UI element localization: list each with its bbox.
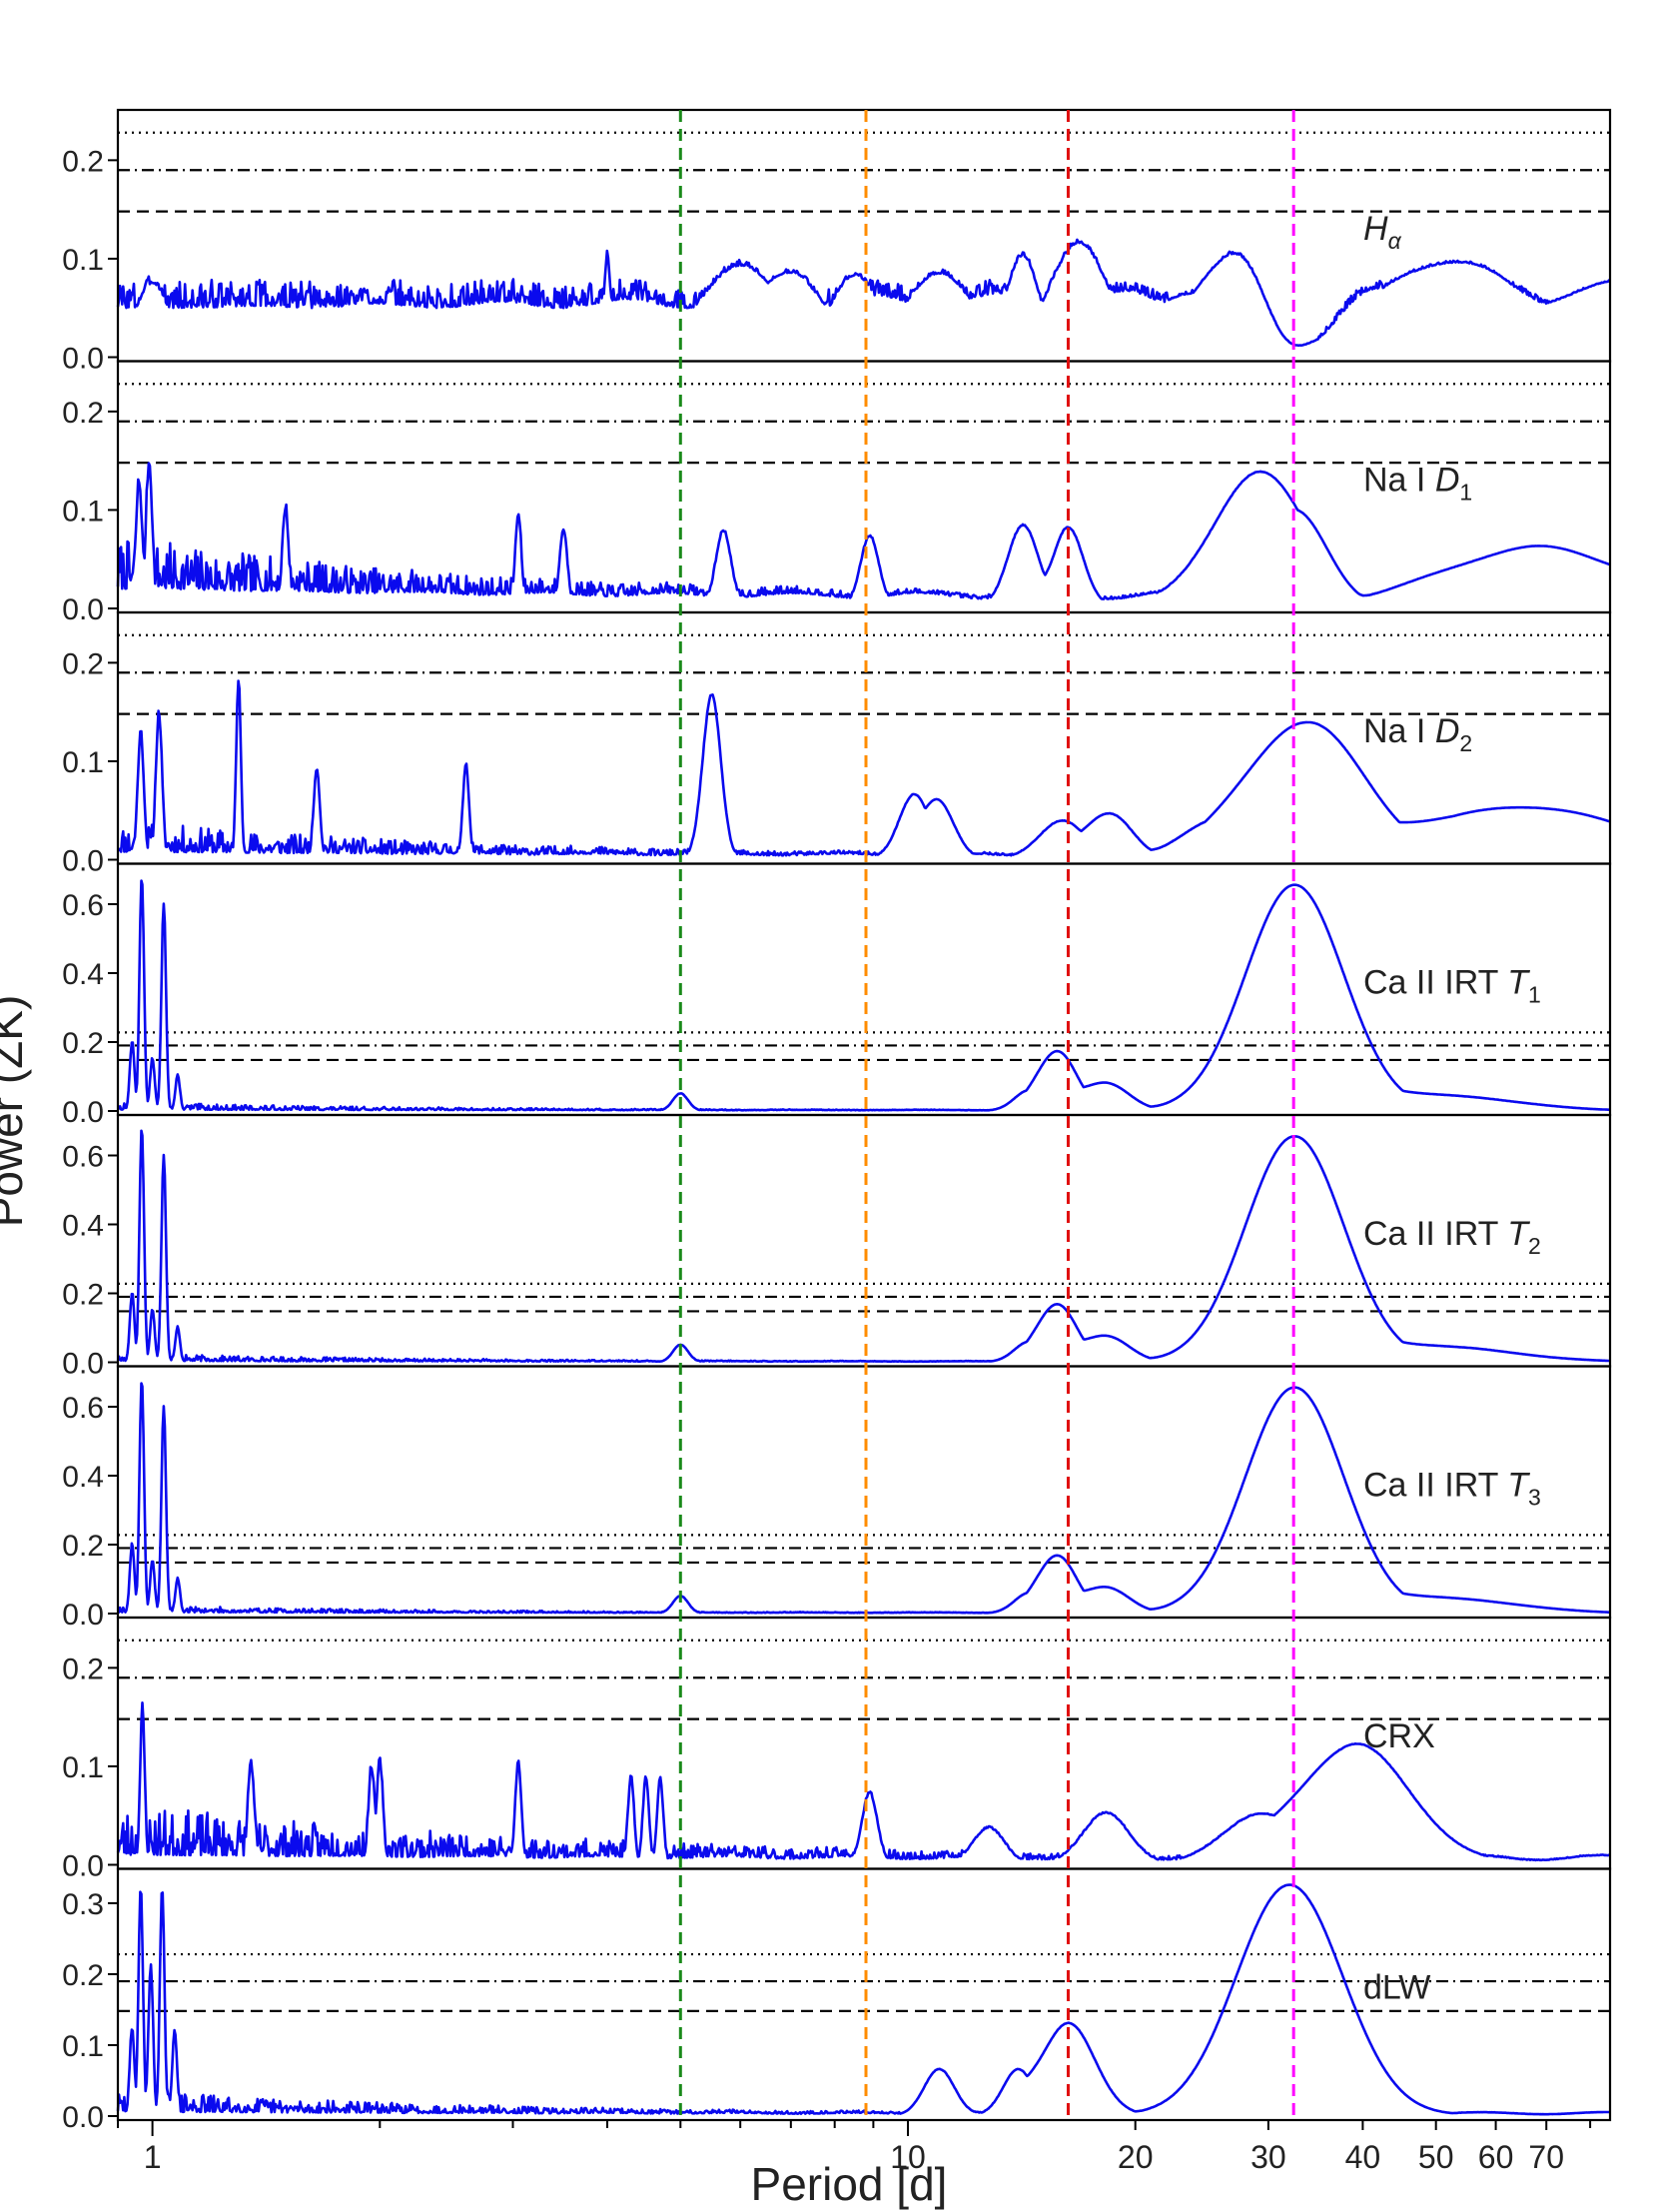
- panel-6: 0.0 0.2 0.4 0.6 Ca II IRT T3: [62, 1365, 1612, 1632]
- y-tick-label: 0.1: [62, 495, 104, 528]
- y-tick-label: 0.0: [62, 343, 104, 376]
- power-series-line: [116, 1883, 1611, 2116]
- y-tick-label: 0.2: [62, 1653, 104, 1685]
- x-axis-label: Period [d]: [751, 2158, 948, 2210]
- x-tick-label: 40: [1345, 2139, 1381, 2175]
- panel-label-text: Na I: [1363, 712, 1435, 750]
- panel-2: 0.0 0.1 0.2 Na I D1: [62, 360, 1612, 626]
- panel-label-text: Ca II IRT: [1363, 964, 1507, 1002]
- y-tick-label: 0.1: [62, 746, 104, 779]
- panel-3: 0.0 0.1 0.2 Na I D2: [62, 610, 1612, 878]
- x-tick-label: 50: [1418, 2139, 1454, 2175]
- power-series-line: [117, 1382, 1611, 1615]
- x-tick-label: 60: [1478, 2139, 1514, 2175]
- x-tick-label: 10: [890, 2139, 926, 2175]
- y-tick-label: 0.2: [62, 1530, 104, 1563]
- power-series-line: [116, 1701, 1611, 1862]
- panel-label-subscript: 2: [1528, 1233, 1541, 1259]
- panel-7: 0.0 0.1 0.2 CRX: [62, 1616, 1612, 1883]
- panel-1: 0.0 0.1 0.2 Hα: [62, 108, 1612, 376]
- power-series-line: [117, 879, 1611, 1112]
- y-tick-label: 0.0: [62, 593, 104, 626]
- x-tick-label: 20: [1118, 2139, 1154, 2175]
- panel-label-subscript: 1: [1459, 480, 1472, 506]
- power-series-line: [116, 238, 1611, 348]
- y-tick-label: 0.0: [62, 845, 104, 878]
- y-tick-label: 0.2: [62, 1959, 104, 1992]
- y-tick-label: 0.2: [62, 1027, 104, 1060]
- y-tick-label: 0.0: [62, 2101, 104, 2134]
- power-series-line: [116, 1129, 1611, 1364]
- panel-label: Ca II IRT T1: [1363, 964, 1541, 1008]
- panel-label-symbol: T: [1507, 964, 1530, 1002]
- panel-5: 0.0 0.2 0.4 0.6 Ca II IRT T2: [62, 1113, 1612, 1381]
- y-tick-label: 0.4: [62, 1210, 104, 1243]
- panel-label-subscript: 1: [1528, 982, 1541, 1008]
- panel-label-subscript: 2: [1459, 730, 1472, 756]
- panel-frame: [116, 1867, 1612, 2122]
- x-tick-label: 70: [1528, 2139, 1564, 2175]
- panel-4: 0.0 0.2 0.4 0.6 Ca II IRT T1: [62, 862, 1612, 1129]
- y-tick-label: 0.1: [62, 2030, 104, 2063]
- panel-label: Na I D1: [1363, 462, 1472, 506]
- y-tick-label: 0.0: [62, 1599, 104, 1632]
- panel-8: 0.0 0.1 0.2 0.3 dLW: [62, 1867, 1612, 2134]
- panel-label-text: Ca II IRT: [1363, 1215, 1507, 1253]
- panel-label-symbol: H: [1363, 210, 1388, 248]
- panel-label-subscript: 3: [1528, 1485, 1541, 1511]
- y-tick-label: 0.2: [62, 397, 104, 430]
- y-tick-label: 0.0: [62, 1096, 104, 1129]
- y-tick-label: 0.2: [62, 647, 104, 680]
- y-tick-label: 0.4: [62, 1461, 104, 1494]
- panel-label: Na I D2: [1363, 712, 1472, 756]
- panel-label-text: dLW: [1363, 1969, 1430, 2007]
- y-tick-label: 0.4: [62, 958, 104, 991]
- power-series-line: [116, 462, 1611, 600]
- panel-label-text: Na I: [1363, 462, 1435, 500]
- y-tick-label: 0.3: [62, 1888, 104, 1921]
- x-tick-label: 30: [1250, 2139, 1286, 2175]
- y-tick-label: 0.6: [62, 1141, 104, 1174]
- panel-label: CRX: [1363, 1717, 1435, 1755]
- x-tick-label: 1: [144, 2139, 162, 2175]
- panel-label-subscript: α: [1388, 228, 1402, 254]
- power-series-line: [117, 679, 1611, 857]
- panel-label: dLW: [1363, 1969, 1430, 2007]
- panel-label-text: CRX: [1363, 1717, 1435, 1755]
- panel-label-text: Ca II IRT: [1363, 1467, 1507, 1505]
- y-tick-label: 0.1: [62, 1751, 104, 1784]
- panel-label-symbol: D: [1435, 712, 1460, 750]
- y-tick-label: 0.6: [62, 1392, 104, 1425]
- y-tick-label: 0.2: [62, 145, 104, 178]
- y-axis-label: Power (ZK): [0, 995, 32, 1228]
- panel-label-symbol: D: [1435, 462, 1460, 500]
- y-tick-label: 0.0: [62, 1850, 104, 1883]
- panel-label-symbol: T: [1507, 1467, 1530, 1505]
- panel-label: Ca II IRT T2: [1363, 1215, 1541, 1259]
- y-tick-label: 0.6: [62, 889, 104, 922]
- panel-label-symbol: T: [1507, 1215, 1530, 1253]
- panel-label: Ca II IRT T3: [1363, 1467, 1541, 1511]
- panel-label: Hα: [1363, 210, 1402, 254]
- y-tick-label: 0.1: [62, 244, 104, 277]
- y-tick-label: 0.0: [62, 1348, 104, 1381]
- y-tick-label: 0.2: [62, 1279, 104, 1312]
